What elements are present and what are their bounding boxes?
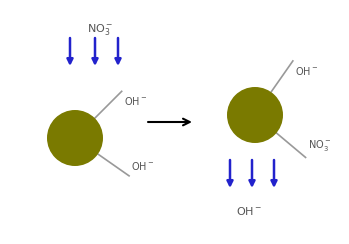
Circle shape	[47, 110, 103, 166]
Circle shape	[227, 87, 283, 143]
Text: OH$^-$: OH$^-$	[295, 65, 318, 77]
Text: OH$^-$: OH$^-$	[236, 205, 262, 217]
Text: OH$^-$: OH$^-$	[131, 160, 155, 172]
Text: NO$_3^-$: NO$_3^-$	[87, 22, 113, 37]
Text: OH$^-$: OH$^-$	[124, 95, 147, 107]
Text: NO$_3^-$: NO$_3^-$	[307, 138, 331, 153]
